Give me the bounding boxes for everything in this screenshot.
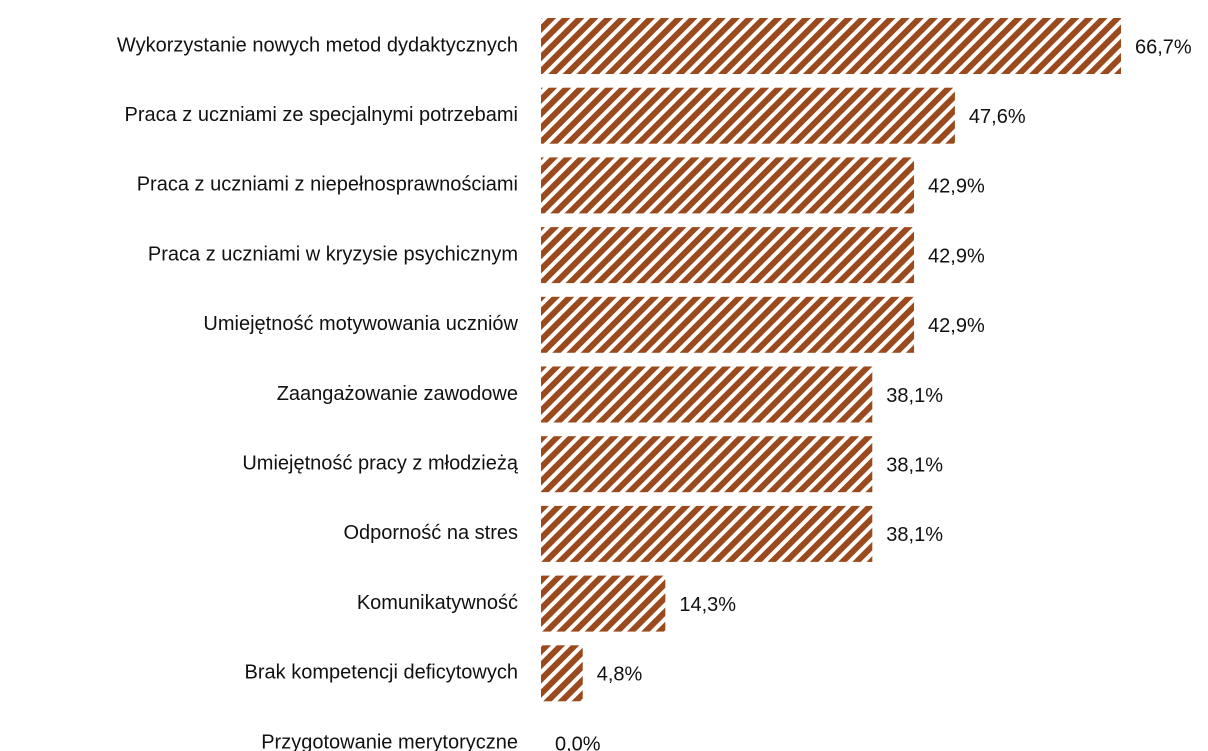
bar	[541, 18, 1121, 74]
category-label: Praca z uczniami z niepełnosprawnościami	[137, 174, 518, 196]
value-label: 0,0%	[555, 733, 601, 751]
bar	[541, 87, 955, 144]
category-label: Komunikatywność	[357, 592, 518, 614]
category-label: Praca z uczniami w kryzysie psychicznym	[148, 243, 518, 265]
bar	[541, 575, 666, 632]
category-label: Wykorzystanie nowych metod dydaktycznych	[117, 34, 518, 56]
value-label: 42,9%	[928, 176, 985, 198]
category-label: Przygotowanie merytoryczne	[261, 731, 518, 751]
bar	[541, 436, 873, 493]
bar	[541, 645, 583, 702]
value-label: 14,3%	[679, 594, 736, 616]
category-label: Zaangażowanie zawodowe	[277, 383, 518, 405]
value-label: 38,1%	[886, 385, 943, 407]
value-label: 42,9%	[928, 315, 985, 337]
value-label: 4,8%	[597, 664, 643, 686]
value-label: 42,9%	[928, 245, 985, 267]
value-label: 38,1%	[886, 524, 943, 546]
bar	[541, 157, 915, 214]
bar	[541, 505, 873, 562]
bar	[541, 366, 873, 423]
category-label: Brak kompetencji deficytowych	[245, 662, 518, 684]
value-label: 38,1%	[886, 454, 943, 476]
bar	[541, 227, 915, 284]
bar	[541, 296, 915, 353]
category-label: Odporność na stres	[343, 522, 518, 544]
category-label: Praca z uczniami ze specjalnymi potrzeba…	[125, 104, 519, 126]
value-label: 66,7%	[1135, 36, 1192, 58]
category-label: Umiejętność pracy z młodzieżą	[242, 452, 519, 474]
category-label: Umiejętność motywowania uczniów	[203, 313, 518, 335]
value-label: 47,6%	[969, 106, 1026, 128]
